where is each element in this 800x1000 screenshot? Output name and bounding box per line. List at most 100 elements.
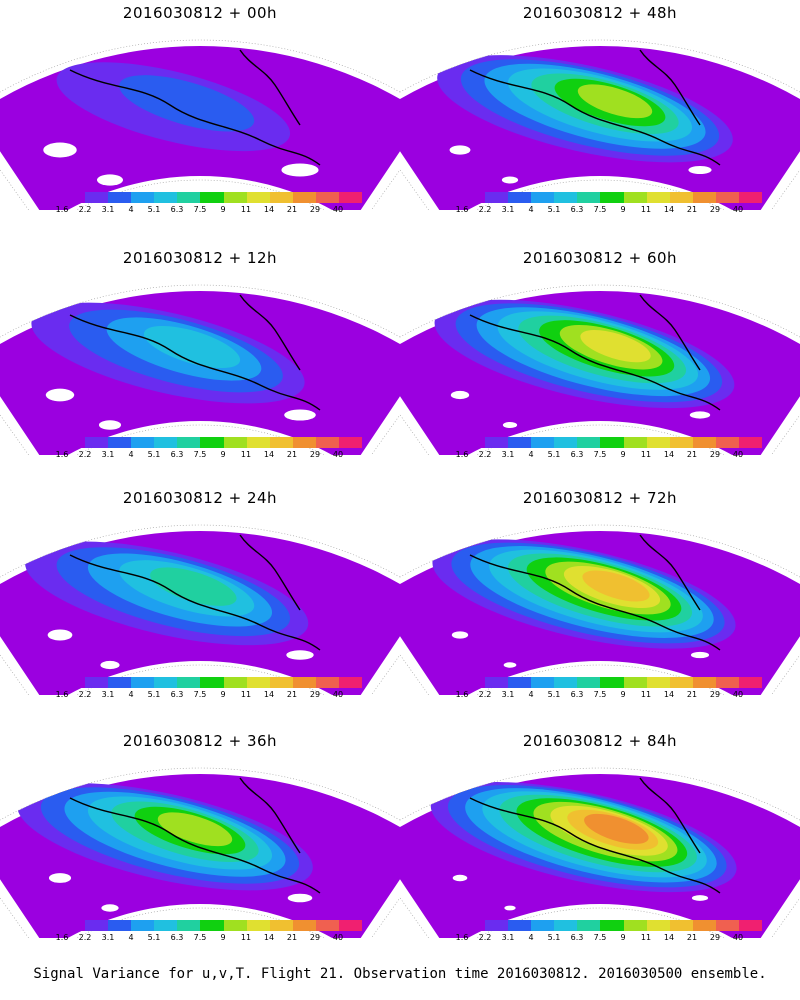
colorbar-label: 5.1 <box>547 933 561 942</box>
colorbar-swatch <box>692 920 716 931</box>
colorbar-label: 5.1 <box>147 205 161 214</box>
colorbar-label: 9 <box>620 933 626 942</box>
colorbar-label: 21 <box>286 450 298 459</box>
colorbar-label: 6.3 <box>170 450 184 459</box>
colorbar <box>62 920 363 931</box>
colorbar-label: 7.5 <box>193 450 207 459</box>
colorbar-swatch <box>738 920 763 931</box>
colorbar-label: 40 <box>732 205 744 214</box>
colorbar-label: 7.5 <box>593 933 607 942</box>
colorbar-swatch <box>223 437 247 448</box>
colorbar-swatch <box>715 192 739 203</box>
colorbar-label: 6.3 <box>570 933 584 942</box>
colorbar-swatch <box>108 677 132 688</box>
colorbar-label: 21 <box>686 205 698 214</box>
colorbar-label: 40 <box>732 933 744 942</box>
colorbar-label: 3.1 <box>101 450 115 459</box>
colorbar-label: 4 <box>128 205 134 214</box>
colorbar-swatch <box>623 437 647 448</box>
colorbar-swatch <box>292 192 316 203</box>
colorbar-swatch <box>269 192 293 203</box>
colorbar <box>462 437 763 448</box>
variance-map <box>400 524 800 695</box>
colorbar-swatch <box>623 677 647 688</box>
colorbar-label: 14 <box>263 450 275 459</box>
colorbar-label: 5.1 <box>147 690 161 699</box>
panel-title: 2016030812 + 36h <box>122 732 278 750</box>
colorbar-label: 7.5 <box>593 205 607 214</box>
colorbar-label: 21 <box>286 205 298 214</box>
colorbar-swatch <box>485 920 509 931</box>
colorbar-label: 1.6 <box>455 690 469 699</box>
colorbar-swatch <box>462 677 486 688</box>
colorbar-label: 4 <box>528 450 534 459</box>
colorbar-label: 6.3 <box>170 690 184 699</box>
colorbar-label: 11 <box>640 450 652 459</box>
colorbar-swatch <box>62 437 86 448</box>
colorbar-label: 2.2 <box>478 690 492 699</box>
colorbar-label: 4 <box>128 933 134 942</box>
colorbar-swatch <box>600 920 624 931</box>
colorbar-label: 9 <box>220 690 226 699</box>
colorbar-swatch <box>154 192 178 203</box>
colorbar-label: 14 <box>263 933 275 942</box>
colorbar-labels: 1.6 2.2 3.1 4 5.1 6.3 7.5 9 11 14 21 29 40 <box>56 205 356 215</box>
colorbar-swatch <box>223 920 247 931</box>
colorbar-swatch <box>600 437 624 448</box>
colorbar-label: 5.1 <box>147 933 161 942</box>
colorbar-label: 7.5 <box>193 690 207 699</box>
colorbar <box>462 192 763 203</box>
panel-title: 2016030812 + 12h <box>122 249 278 267</box>
colorbar-swatch <box>646 677 670 688</box>
colorbar-label: 4 <box>128 450 134 459</box>
colorbar-swatch <box>669 192 693 203</box>
colorbar-label: 5.1 <box>547 205 561 214</box>
colorbar-label: 4 <box>528 205 534 214</box>
colorbar-label: 1.6 <box>455 450 469 459</box>
colorbar-swatch <box>338 192 363 203</box>
colorbar-label: 1.6 <box>55 450 69 459</box>
colorbar-swatch <box>292 920 316 931</box>
colorbar-label: 40 <box>332 450 344 459</box>
colorbar-swatch <box>669 920 693 931</box>
colorbar-label: 6.3 <box>570 690 584 699</box>
figure-caption: Signal Variance for u,v,T. Flight 21. Ob… <box>33 966 767 982</box>
variance-map <box>0 284 400 455</box>
colorbar-label: 21 <box>686 450 698 459</box>
colorbar-label: 21 <box>686 690 698 699</box>
colorbar <box>62 437 363 448</box>
colorbar-swatch <box>738 437 763 448</box>
colorbar-label: 1.6 <box>455 933 469 942</box>
colorbar-label: 4 <box>528 933 534 942</box>
colorbar-swatch <box>554 192 578 203</box>
colorbar-swatch <box>462 192 486 203</box>
colorbar-label: 6.3 <box>570 450 584 459</box>
variance-map <box>400 284 800 455</box>
colorbar-swatch <box>85 920 109 931</box>
colorbar-swatch <box>131 437 155 448</box>
colorbar-swatch <box>531 192 555 203</box>
variance-map <box>400 39 800 210</box>
panel-title: 2016030812 + 72h <box>522 489 678 507</box>
panel-title: 2016030812 + 00h <box>122 4 278 22</box>
colorbar-swatch <box>131 920 155 931</box>
colorbar-swatch <box>577 677 601 688</box>
colorbar-swatch <box>554 920 578 931</box>
colorbar-swatch <box>577 192 601 203</box>
colorbar-swatch <box>715 677 739 688</box>
colorbar-label: 14 <box>663 205 675 214</box>
colorbar-label: 3.1 <box>501 690 515 699</box>
colorbar-label: 14 <box>663 690 675 699</box>
colorbar-label: 9 <box>620 450 626 459</box>
colorbar-swatch <box>108 192 132 203</box>
colorbar-label: 5.1 <box>547 690 561 699</box>
colorbar-swatch <box>715 437 739 448</box>
map-panel: 2016030812 + 48h 1.6 2.2 3.1 4 5.1 6.3 7.5 9 11 14… <box>400 0 800 245</box>
colorbar-label: 14 <box>663 933 675 942</box>
colorbar-label: 21 <box>286 933 298 942</box>
colorbar-label: 1.6 <box>55 933 69 942</box>
colorbar-label: 29 <box>309 205 321 214</box>
colorbar-swatch <box>462 920 486 931</box>
colorbar-swatch <box>600 192 624 203</box>
colorbar <box>462 677 763 688</box>
